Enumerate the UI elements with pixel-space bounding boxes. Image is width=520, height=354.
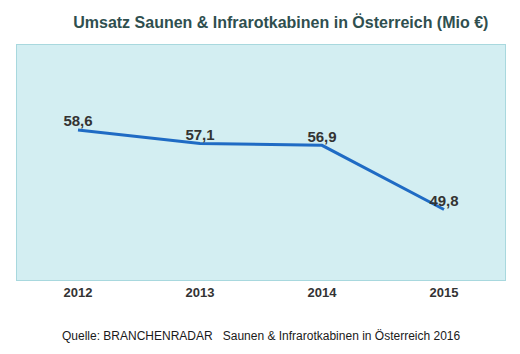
svg-text:Umsatz Saunen & Infrarotkabine: Umsatz Saunen & Infrarotkabinen in Öster…: [73, 13, 488, 31]
svg-text:2015: 2015: [430, 285, 459, 300]
svg-text:Quelle: BRANCHENRADAR Saunen: Quelle: BRANCHENRADAR Saunen & Infrarotk…: [62, 329, 461, 343]
svg-text:2012: 2012: [64, 285, 93, 300]
svg-text:57,1: 57,1: [185, 126, 214, 143]
svg-text:2014: 2014: [308, 285, 338, 300]
svg-text:56,9: 56,9: [307, 128, 336, 145]
svg-text:2013: 2013: [186, 285, 215, 300]
svg-text:49,8: 49,8: [429, 192, 458, 209]
svg-text:58,6: 58,6: [63, 112, 92, 129]
